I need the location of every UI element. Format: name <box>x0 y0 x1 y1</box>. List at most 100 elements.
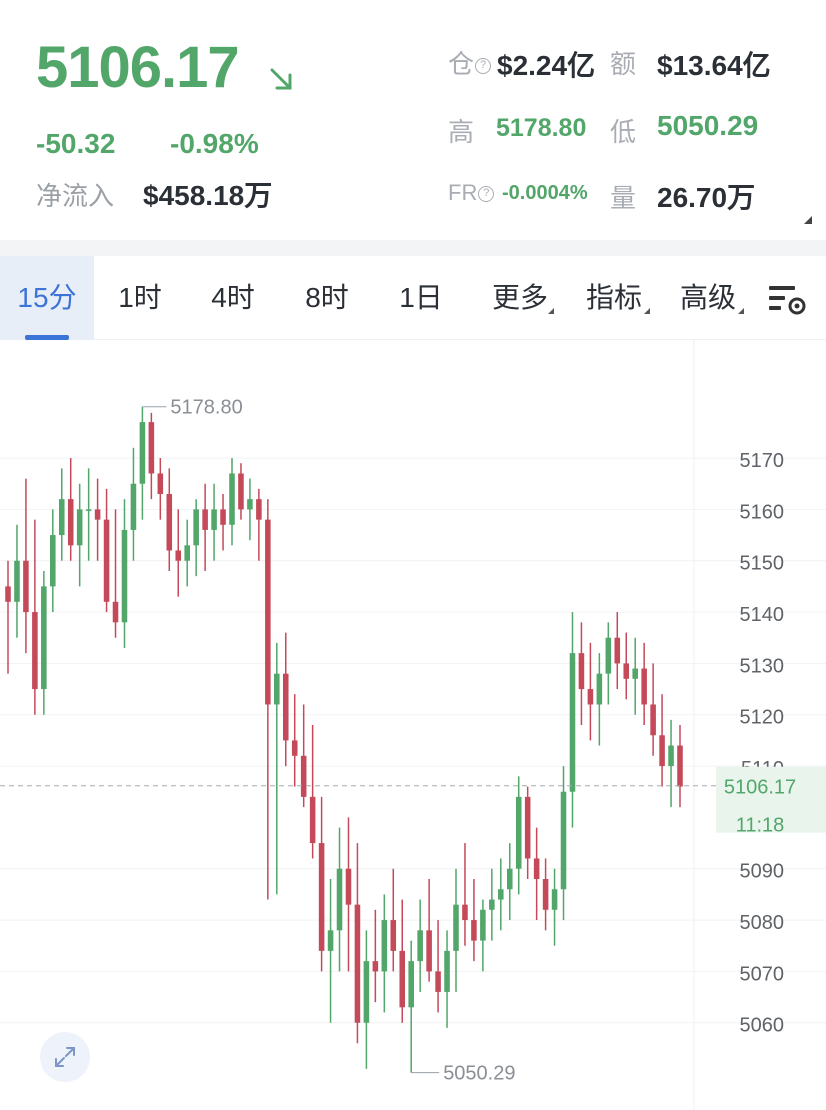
fullscreen-button[interactable] <box>40 1032 90 1082</box>
high-label: 高 <box>448 117 475 147</box>
help-icon[interactable]: ? <box>478 186 495 203</box>
y-tick-label: 5070 <box>740 963 785 985</box>
help-icon[interactable]: ? <box>475 58 492 75</box>
price-change: -50.32 <box>36 128 116 159</box>
arrow-down-right-icon <box>270 68 292 90</box>
candle-body <box>462 904 468 921</box>
candle-body <box>560 791 567 890</box>
candle-body <box>471 920 477 941</box>
y-tick-label: 5090 <box>740 861 785 883</box>
candle-body <box>274 673 280 705</box>
candle-body <box>282 673 289 741</box>
candle-body <box>650 704 656 736</box>
candle-body <box>587 689 594 705</box>
candle-body <box>453 904 459 951</box>
candle-body <box>229 473 235 525</box>
candle-body <box>318 843 325 951</box>
open-interest-value: $2.24亿 <box>497 50 596 81</box>
candle-body <box>417 930 423 962</box>
candle-body <box>542 879 549 910</box>
candle-body <box>354 904 361 1023</box>
tab-indicators[interactable]: 指标 <box>574 256 654 340</box>
candle-countdown-label: 11:18 <box>736 815 785 837</box>
candle-body <box>256 499 262 520</box>
candle-body <box>139 422 146 484</box>
candle-body <box>569 653 576 792</box>
y-tick-label: 5130 <box>740 655 785 677</box>
volume-value: 26.70万 <box>657 182 756 213</box>
candle-body <box>32 612 38 690</box>
interval-tabs: 15分 1时 4时 8时 1日 更多 指标 高级 <box>0 256 826 340</box>
tab-8h[interactable]: 8时 <box>287 256 367 340</box>
candle-body <box>103 519 110 602</box>
candle-body <box>238 473 244 510</box>
candle-body <box>291 740 298 756</box>
candle-body <box>524 796 531 859</box>
y-tick-label: 5060 <box>740 1015 785 1037</box>
low-label: 低 <box>610 117 637 147</box>
candle-body <box>50 535 56 587</box>
tab-1h[interactable]: 1时 <box>100 256 180 340</box>
turnover-label: 额 <box>610 49 637 79</box>
candle-body <box>435 971 441 992</box>
candle-body <box>444 950 450 992</box>
open-interest-label[interactable]: 仓? <box>448 44 492 81</box>
candle-body <box>23 560 29 613</box>
candle-body <box>372 961 379 972</box>
volume-label: 量 <box>610 183 637 213</box>
candle-body <box>363 961 370 1023</box>
candle-body <box>112 601 119 623</box>
candle-body <box>426 930 432 972</box>
current-price-badge <box>716 766 826 833</box>
candle-body <box>14 560 20 602</box>
section-divider <box>0 240 826 256</box>
candlestick-chart[interactable]: 5170516051505140513051205110509050805070… <box>0 340 826 1110</box>
candle-body <box>381 920 388 972</box>
expand-icon <box>55 1047 75 1067</box>
tab-more[interactable]: 更多 <box>480 256 560 340</box>
candle-body <box>489 899 495 910</box>
candle-body <box>390 920 397 951</box>
candle-body <box>632 668 638 679</box>
candle-body <box>265 519 271 705</box>
candle-body <box>58 499 65 536</box>
candle-body <box>578 653 585 690</box>
candle-body <box>166 494 173 551</box>
candle-body <box>85 509 92 511</box>
tab-1d[interactable]: 1日 <box>381 256 461 340</box>
funding-rate-value: -0.0004% <box>502 182 588 204</box>
candle-body <box>202 509 208 530</box>
candle-body <box>5 586 11 602</box>
caret-down-icon <box>644 308 650 314</box>
expand-corner-icon[interactable] <box>804 216 812 224</box>
current-price-label: 5106.17 <box>724 777 796 799</box>
tab-4h[interactable]: 4时 <box>193 256 273 340</box>
tab-label: 高级 <box>679 282 736 313</box>
ticker-header: 5106.17 -50.32 -0.98% 净流入 $458.18万 仓? $2… <box>0 0 826 240</box>
chart-settings-icon[interactable] <box>768 284 808 316</box>
candle-body <box>480 909 486 941</box>
candle-body <box>121 529 128 623</box>
funding-rate-label[interactable]: FR? <box>448 180 495 206</box>
tab-advanced[interactable]: 高级 <box>668 256 748 340</box>
tab-label: 4时 <box>211 282 255 313</box>
candle-body <box>327 930 334 951</box>
last-price: 5106.17 <box>36 35 240 100</box>
candle-body <box>498 889 504 900</box>
tab-15m[interactable]: 15分 <box>0 256 94 340</box>
candle-body <box>345 868 352 905</box>
y-tick-label: 5120 <box>740 707 785 729</box>
tab-label: 更多 <box>491 282 548 313</box>
candle-body <box>247 499 253 510</box>
caret-down-icon <box>548 308 554 314</box>
candle-body <box>300 755 307 797</box>
candle-body <box>614 637 621 664</box>
net-inflow-value: $458.18万 <box>143 180 273 211</box>
y-tick-label: 5150 <box>740 553 785 575</box>
net-inflow-label: 净流入 <box>36 181 115 211</box>
candle-body <box>551 889 558 910</box>
tab-label: 指标 <box>585 282 642 313</box>
y-tick-label: 5140 <box>740 604 785 626</box>
candle-body <box>533 858 540 879</box>
